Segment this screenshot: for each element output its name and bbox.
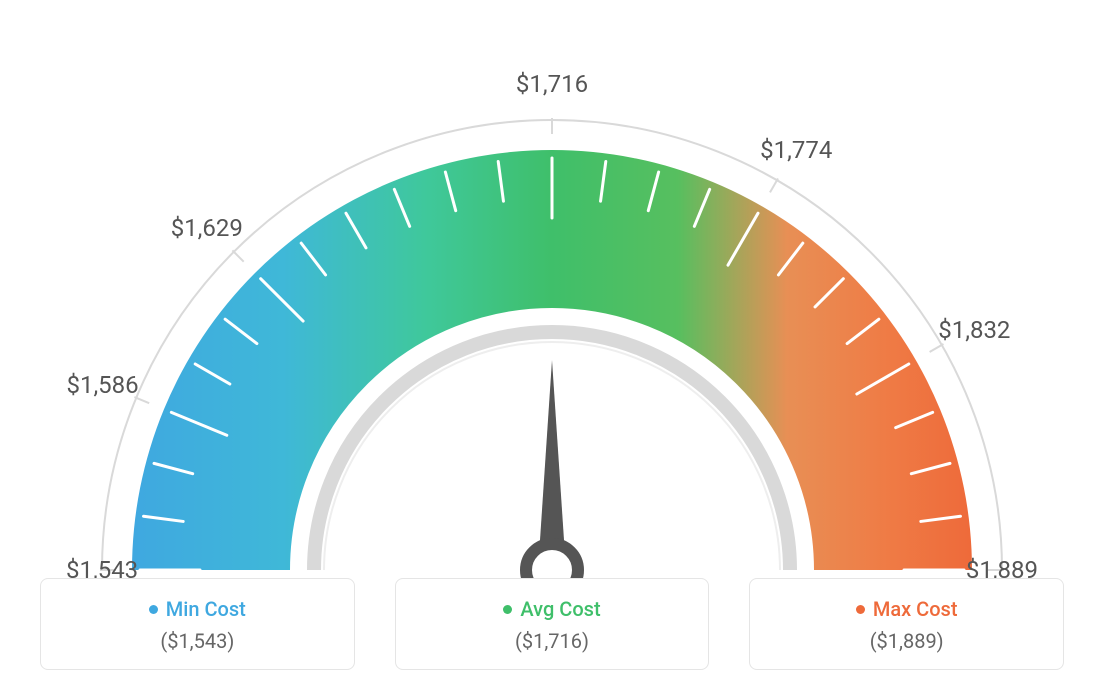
gauge-tick-label: $1,629 [171, 214, 243, 242]
gauge-tick-label: $1,832 [938, 316, 1010, 344]
legend-bullet-min [149, 605, 158, 614]
legend-title-avg-text: Avg Cost [520, 597, 600, 621]
legend-value-max: ($1,889) [760, 629, 1053, 653]
legend-bullet-max [856, 605, 865, 614]
legend-card-avg: Avg Cost ($1,716) [395, 578, 710, 670]
legend-value-min: ($1,543) [51, 629, 344, 653]
legend-value-avg: ($1,716) [406, 629, 699, 653]
legend-title-max-text: Max Cost [873, 597, 958, 621]
cost-gauge-chart: $1,543$1,586$1,629$1,716$1,774$1,832$1,8… [0, 0, 1104, 690]
legend-title-max: Max Cost [856, 597, 958, 621]
legend-bullet-avg [503, 605, 512, 614]
gauge-tick-label: $1,586 [66, 371, 138, 399]
legend-title-min: Min Cost [149, 597, 246, 621]
gauge-tick-label: $1,774 [760, 136, 832, 164]
gauge-tick-label: $1,716 [516, 70, 588, 98]
gauge-svg [52, 50, 1052, 610]
legend-title-min-text: Min Cost [166, 597, 246, 621]
legend-title-avg: Avg Cost [503, 597, 600, 621]
gauge-area: $1,543$1,586$1,629$1,716$1,774$1,832$1,8… [0, 0, 1104, 560]
legend-card-min: Min Cost ($1,543) [40, 578, 355, 670]
legend-card-max: Max Cost ($1,889) [749, 578, 1064, 670]
legend-row: Min Cost ($1,543) Avg Cost ($1,716) Max … [0, 578, 1104, 670]
